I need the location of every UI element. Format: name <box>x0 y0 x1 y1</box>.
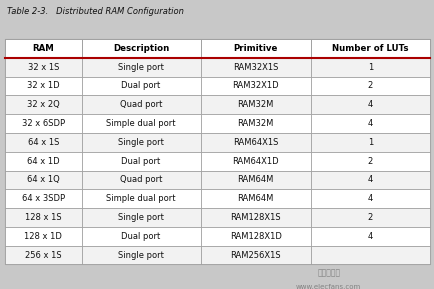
Bar <box>5 227 82 246</box>
Bar <box>310 152 429 171</box>
Text: Simple dual port: Simple dual port <box>106 119 175 128</box>
Bar <box>200 152 310 171</box>
Text: 4: 4 <box>367 100 372 109</box>
Text: 电子发烧友: 电子发烧友 <box>317 268 340 277</box>
Text: Quad port: Quad port <box>120 100 162 109</box>
Bar <box>310 39 429 58</box>
Bar <box>5 208 82 227</box>
Bar <box>200 95 310 114</box>
Text: Number of LUTs: Number of LUTs <box>331 44 408 53</box>
Text: 256 x 1S: 256 x 1S <box>25 251 62 260</box>
Text: RAM64X1D: RAM64X1D <box>232 157 278 166</box>
Bar <box>82 77 200 95</box>
Bar <box>310 77 429 95</box>
Bar <box>5 39 82 58</box>
Bar <box>5 95 82 114</box>
Text: RAM32M: RAM32M <box>237 119 273 128</box>
Bar <box>310 114 429 133</box>
Bar <box>200 246 310 264</box>
Bar <box>200 77 310 95</box>
Bar <box>200 58 310 77</box>
Text: 2: 2 <box>367 157 372 166</box>
Text: 1: 1 <box>367 63 372 72</box>
Text: RAM64X1S: RAM64X1S <box>233 138 278 147</box>
Bar <box>200 227 310 246</box>
Bar <box>5 171 82 189</box>
Text: 4: 4 <box>367 175 372 184</box>
Bar <box>5 246 82 264</box>
Text: Table 2-3.   Distributed RAM Configuration: Table 2-3. Distributed RAM Configuration <box>7 7 183 16</box>
Bar <box>200 171 310 189</box>
Text: 32 x 2Q: 32 x 2Q <box>27 100 59 109</box>
Text: Simple dual port: Simple dual port <box>106 194 175 203</box>
Bar <box>5 77 82 95</box>
Text: Single port: Single port <box>118 138 164 147</box>
Bar <box>82 171 200 189</box>
Bar <box>82 58 200 77</box>
Text: www.elecfans.com: www.elecfans.com <box>295 284 360 289</box>
Bar <box>82 227 200 246</box>
Text: Primitive: Primitive <box>233 44 277 53</box>
Text: 64 x 1Q: 64 x 1Q <box>27 175 59 184</box>
Text: Single port: Single port <box>118 251 164 260</box>
Bar <box>310 95 429 114</box>
Bar <box>5 189 82 208</box>
Text: 32 x 1S: 32 x 1S <box>28 63 59 72</box>
Bar <box>82 39 200 58</box>
Bar <box>310 58 429 77</box>
Text: 64 x 1D: 64 x 1D <box>27 157 59 166</box>
Bar <box>5 152 82 171</box>
Text: 2: 2 <box>367 81 372 90</box>
Text: Single port: Single port <box>118 213 164 222</box>
Bar <box>200 114 310 133</box>
Text: 2: 2 <box>367 213 372 222</box>
Text: 4: 4 <box>367 194 372 203</box>
Text: 32 x 6SDP: 32 x 6SDP <box>22 119 65 128</box>
Text: 64 x 1S: 64 x 1S <box>28 138 59 147</box>
Bar <box>82 114 200 133</box>
Text: RAM: RAM <box>33 44 54 53</box>
Text: RAM128X1D: RAM128X1D <box>229 232 281 241</box>
Text: RAM256X1S: RAM256X1S <box>230 251 280 260</box>
Bar <box>82 189 200 208</box>
Text: Description: Description <box>113 44 169 53</box>
Bar <box>200 133 310 152</box>
Bar <box>5 133 82 152</box>
Text: 4: 4 <box>367 119 372 128</box>
Bar <box>310 189 429 208</box>
Bar <box>200 189 310 208</box>
Text: Dual port: Dual port <box>121 157 160 166</box>
Text: RAM32M: RAM32M <box>237 100 273 109</box>
Text: 128 x 1S: 128 x 1S <box>25 213 62 222</box>
Text: RAM32X1D: RAM32X1D <box>232 81 278 90</box>
Text: Dual port: Dual port <box>121 81 160 90</box>
Bar <box>200 208 310 227</box>
Bar <box>310 133 429 152</box>
Bar <box>310 208 429 227</box>
Bar <box>5 58 82 77</box>
Bar <box>82 208 200 227</box>
Bar <box>310 246 429 264</box>
Bar <box>82 133 200 152</box>
Text: 1: 1 <box>367 138 372 147</box>
Text: Quad port: Quad port <box>120 175 162 184</box>
Text: RAM32X1S: RAM32X1S <box>233 63 278 72</box>
Text: 32 x 1D: 32 x 1D <box>27 81 59 90</box>
Text: 64 x 3SDP: 64 x 3SDP <box>22 194 65 203</box>
Text: Single port: Single port <box>118 63 164 72</box>
Text: 128 x 1D: 128 x 1D <box>24 232 62 241</box>
Text: Dual port: Dual port <box>121 232 160 241</box>
Bar <box>82 152 200 171</box>
Text: RAM128X1S: RAM128X1S <box>230 213 280 222</box>
Bar <box>82 246 200 264</box>
Bar <box>310 227 429 246</box>
Bar <box>82 95 200 114</box>
Bar <box>200 39 310 58</box>
Text: RAM64M: RAM64M <box>237 175 273 184</box>
Text: 4: 4 <box>367 232 372 241</box>
Text: RAM64M: RAM64M <box>237 194 273 203</box>
Bar <box>310 171 429 189</box>
Bar <box>5 114 82 133</box>
